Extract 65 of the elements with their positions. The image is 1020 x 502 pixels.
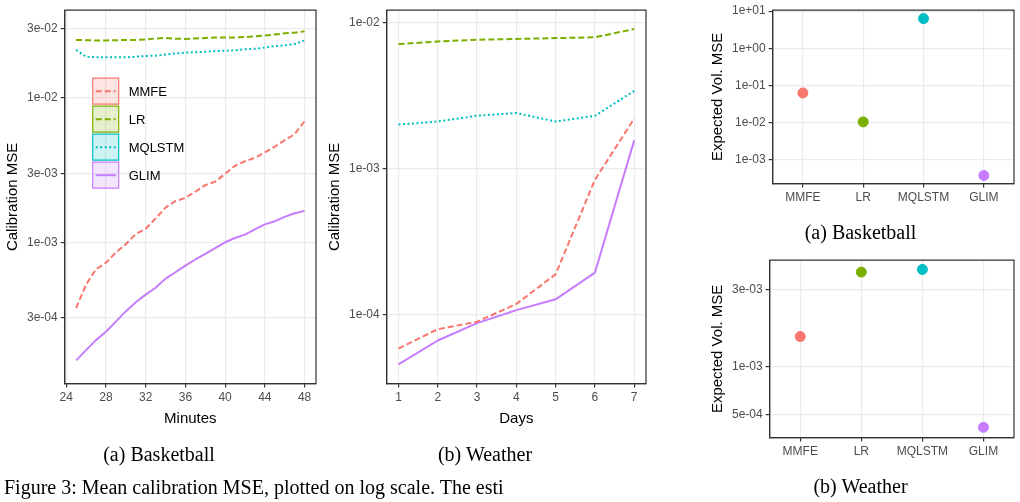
x-tick-label: LR — [855, 190, 872, 205]
y-tick-label: 1e+01 — [732, 3, 767, 18]
x-tick-label: MQLSTM — [896, 444, 949, 459]
x-tick-label: 1 — [395, 390, 403, 405]
y-tick-label: 3e-02 — [26, 21, 59, 36]
y-tick-label: 1e-02 — [348, 14, 381, 29]
line-series — [75, 39, 306, 59]
point — [978, 169, 990, 181]
y-tick-label: 1e+00 — [732, 40, 767, 55]
x-tick-label: 32 — [138, 390, 153, 405]
x-tick-label: 36 — [178, 390, 193, 405]
caption: Figure 3: Mean calibration MSE, plotted on log scale. The esti — [4, 476, 504, 499]
point — [977, 421, 989, 433]
line-series — [397, 89, 636, 126]
y-tick-label: 1e-03 — [26, 234, 59, 249]
x-tick-label: 44 — [258, 390, 272, 405]
legend-label: MQLSTM — [128, 139, 185, 155]
y-tick-label: 1e-02 — [735, 115, 767, 129]
x-tick-label: 4 — [513, 390, 520, 405]
x-tick-label: GLIM — [969, 190, 999, 205]
x-tick-label: 28 — [99, 390, 113, 405]
y-tick-label: 5e-04 — [731, 406, 764, 421]
x-tick-label: 3 — [473, 390, 481, 405]
x-tick-label: 2 — [434, 390, 442, 405]
y-axis-title: Calibration MSE — [3, 142, 21, 252]
x-tick-label: 40 — [218, 390, 233, 405]
x-tick-label: MMFE — [785, 190, 821, 205]
point — [918, 13, 930, 25]
x-tick-label: LR — [853, 444, 870, 459]
x-tick-label: GLIM — [968, 444, 999, 459]
y-tick-label: 1e-02 — [26, 90, 59, 105]
legend-label: GLIM — [128, 167, 161, 183]
x-tick-label: 24 — [59, 390, 74, 405]
line-series — [75, 30, 306, 42]
y-tick-label: 1e-03 — [348, 160, 381, 175]
y-tick-label: 3e-04 — [26, 310, 59, 325]
point — [794, 331, 806, 343]
text: (b) Weather — [813, 475, 908, 499]
y-tick-label: 1e-04 — [348, 307, 381, 322]
x-tick-label: MQLSTM — [897, 190, 950, 205]
point — [855, 266, 867, 278]
y-axis-title: Calibration MSE — [325, 142, 343, 252]
x-tick-label: 48 — [297, 390, 312, 405]
y-tick-label: 1e-03 — [735, 152, 767, 167]
y-tick-label: 3e-03 — [731, 281, 764, 296]
x-tick-label: 6 — [591, 390, 599, 405]
legend-label: LR — [128, 111, 146, 127]
y-axis-title: Expected Vol. MSE — [708, 284, 726, 414]
x-axis-title: Days — [499, 409, 534, 427]
x-tick-label: 7 — [630, 390, 638, 405]
line-series — [397, 28, 636, 46]
point — [797, 87, 809, 99]
text: (b) Weather — [437, 443, 533, 467]
y-tick-label: 1e-03 — [731, 358, 764, 373]
y-tick-label: 3e-03 — [26, 165, 59, 180]
x-tick-label: MMFE — [782, 444, 818, 459]
x-axis-title: Minutes — [164, 409, 217, 427]
text: (a) Basketball — [804, 221, 917, 245]
point — [857, 116, 869, 128]
text: (a) Basketball — [103, 443, 216, 467]
legend-label: MMFE — [128, 83, 168, 99]
y-tick-label: 1e-01 — [735, 77, 767, 92]
y-axis-title: Expected Vol. MSE — [708, 32, 726, 162]
point — [916, 263, 928, 275]
x-tick-label: 5 — [552, 390, 560, 405]
